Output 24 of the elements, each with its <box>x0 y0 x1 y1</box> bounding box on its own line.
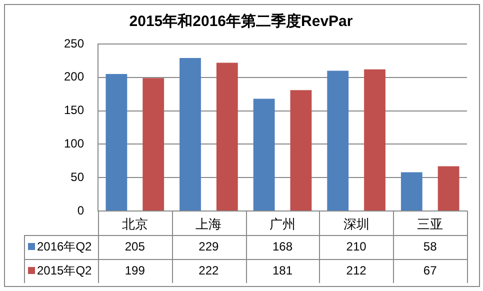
legend-label: 2015年Q2 <box>37 263 92 278</box>
x-tick-label: 上海 <box>196 216 222 232</box>
data-label: 212 <box>346 263 367 278</box>
y-tick-label: 150 <box>64 103 84 118</box>
data-label: 199 <box>124 263 146 278</box>
data-label: 229 <box>198 239 220 254</box>
y-tick-label: 50 <box>70 170 84 184</box>
y-tick-label: 0 <box>77 203 84 218</box>
y-tick-label: 250 <box>64 36 84 50</box>
x-tick-label: 北京 <box>122 216 148 232</box>
x-tick-label: 广州 <box>270 216 296 232</box>
data-label: 222 <box>198 263 220 278</box>
legend-label: 2016年Q2 <box>37 239 92 254</box>
data-label: 168 <box>272 239 293 254</box>
x-tick-label: 深圳 <box>343 216 370 232</box>
data-label: 67 <box>423 263 438 278</box>
x-tick-label: 三亚 <box>417 216 444 232</box>
data-label: 210 <box>346 239 367 254</box>
data-label: 58 <box>423 239 438 254</box>
y-tick-label: 100 <box>64 136 84 151</box>
y-tick-label: 200 <box>64 70 84 84</box>
data-label: 205 <box>124 239 146 254</box>
chart-title: 2015年和2016年第二季度RevPar <box>129 12 353 30</box>
data-label: 181 <box>272 263 293 278</box>
